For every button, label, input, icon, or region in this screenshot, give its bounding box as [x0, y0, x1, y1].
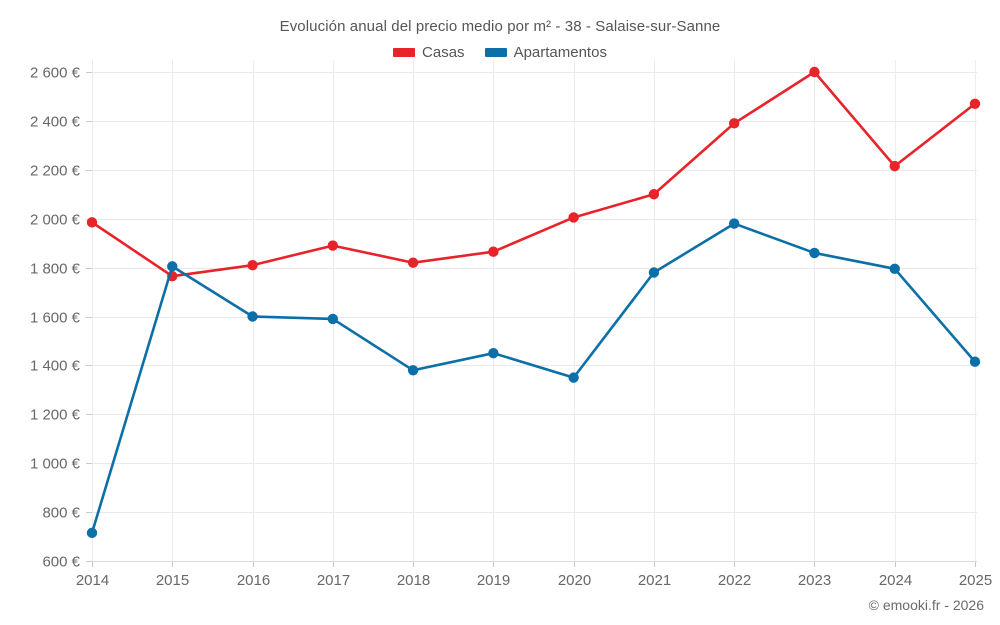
series-casas	[86, 66, 981, 282]
data-point[interactable]	[407, 365, 419, 376]
x-tick-label: 2024	[879, 572, 912, 589]
axis-lines	[86, 72, 977, 567]
y-tick-label: 1 400 €	[30, 358, 81, 375]
y-tick-label: 2 000 €	[30, 212, 81, 229]
x-tick-label: 2020	[558, 572, 591, 589]
x-tick-label: 2023	[798, 572, 831, 589]
x-tick-label: 2019	[477, 572, 510, 589]
x-tick-label: 2021	[638, 572, 671, 589]
data-series-group	[86, 66, 981, 539]
x-tick-label: 2014	[76, 572, 109, 589]
x-tick-label: 2017	[317, 572, 350, 589]
x-tick-label: 2015	[156, 572, 189, 589]
data-point[interactable]	[889, 160, 900, 172]
y-tick-label: 2 200 €	[30, 163, 81, 180]
horizontal-gridlines	[92, 72, 977, 562]
legend-item-apartamentos[interactable]: Apartamentos	[484, 44, 607, 61]
data-point[interactable]	[327, 240, 339, 251]
footer-credit: © emooki.fr - 2026	[868, 597, 984, 613]
data-point[interactable]	[327, 313, 339, 325]
legend-item-casas[interactable]: Casas	[393, 44, 465, 61]
y-tick-label: 600 €	[42, 554, 80, 571]
data-point[interactable]	[407, 257, 419, 268]
data-point[interactable]	[86, 217, 98, 228]
legend-label-casas: Casas	[422, 44, 465, 61]
y-tick-label: 1 800 €	[30, 261, 81, 278]
data-point[interactable]	[86, 527, 98, 539]
y-tick-label: 2 400 €	[30, 114, 81, 131]
series-line	[90, 70, 977, 278]
x-tick-label: 2016	[237, 572, 270, 589]
chart-legend: Casas Apartamentos	[0, 44, 1000, 61]
y-tick-label: 1 000 €	[30, 456, 81, 473]
y-tick-label: 2 600 €	[30, 65, 81, 82]
data-point[interactable]	[648, 267, 660, 278]
data-point[interactable]	[728, 218, 740, 229]
y-tick-label: 1 200 €	[30, 407, 81, 424]
legend-label-apartamentos: Apartamentos	[513, 44, 607, 61]
y-tick-label: 1 600 €	[30, 310, 81, 327]
data-point[interactable]	[809, 247, 820, 259]
data-point[interactable]	[488, 347, 499, 359]
x-tick-label: 2022	[718, 572, 751, 589]
x-tick-label: 2018	[397, 572, 430, 589]
data-point[interactable]	[568, 372, 579, 383]
x-tick-label: 2025	[959, 572, 992, 589]
data-point[interactable]	[889, 263, 900, 275]
data-point[interactable]	[247, 259, 258, 271]
series-apartamentos	[86, 218, 981, 539]
data-point[interactable]	[568, 212, 579, 223]
data-point[interactable]	[809, 66, 820, 78]
data-point[interactable]	[728, 118, 740, 129]
vertical-gridlines	[92, 60, 976, 561]
data-point[interactable]	[167, 261, 178, 272]
page-title: Evolución anual del precio medio por m² …	[279, 18, 721, 35]
data-point[interactable]	[648, 189, 660, 200]
legend-swatch-apartamentos	[484, 48, 507, 57]
data-point[interactable]	[969, 98, 981, 109]
legend-swatch-casas	[393, 48, 416, 57]
y-tick-label: 800 €	[42, 505, 80, 522]
data-point[interactable]	[488, 246, 499, 257]
series-line	[90, 222, 977, 535]
y-axis-tick-labels: 600 € 800 € 1 000 € 1 200 € 1 400 € 1 600 € 1 …	[30, 65, 81, 571]
data-point[interactable]	[969, 356, 981, 367]
data-point[interactable]	[247, 311, 258, 322]
x-axis-tick-labels: 2014 2015 2016 2017 2018 2019 2020 2021 2022 2023…	[76, 572, 992, 589]
